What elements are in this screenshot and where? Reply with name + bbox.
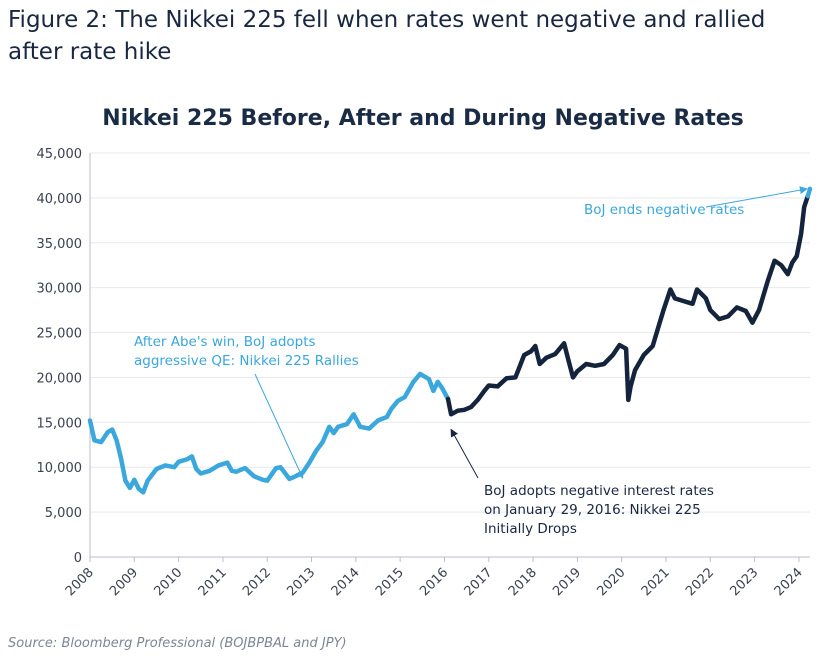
source-note: Source: Bloomberg Professional (BOJBPBAL…: [8, 636, 347, 651]
x-tick-label: 2014: [329, 565, 363, 599]
x-tick-label: 2023: [727, 565, 761, 599]
x-tick-label: 2008: [63, 565, 97, 599]
y-tick-label: 20,000: [37, 371, 83, 386]
annotation-arrow-abe: [254, 373, 304, 479]
annotation-text-end: BoJ ends negative rates: [584, 202, 744, 218]
x-tick-label: 2016: [417, 565, 451, 599]
figure-heading: Figure 2: The Nikkei 225 fell when rates…: [8, 7, 766, 65]
y-tick-label: 40,000: [37, 192, 83, 207]
annotations: After Abe's win, BoJ adopts aggressive QE…: [134, 186, 808, 537]
y-tick-label: 30,000: [37, 282, 83, 297]
y-tick-label: 5,000: [45, 506, 82, 521]
y-tick-label: 10,000: [37, 461, 83, 476]
x-tick-label: 2024: [772, 565, 806, 599]
y-tick-label: 45,000: [37, 147, 83, 162]
x-tick-label: 2010: [151, 565, 185, 599]
x-tick-label: 2015: [373, 565, 407, 599]
x-tick-label: 2012: [240, 565, 274, 599]
x-tick-label: 2017: [462, 565, 496, 599]
x-tick-label: 2021: [639, 565, 673, 599]
series: [87, 186, 813, 495]
x-tick-label: 2011: [196, 565, 230, 599]
x-tick-label: 2020: [595, 565, 629, 599]
y-tick-label: 0: [74, 551, 82, 566]
annotation-text-abe: After Abe's win, BoJ adopts: [134, 334, 316, 350]
annotation-text-abe: aggressive QE: Nikkei 225 Rallies: [134, 353, 359, 369]
x-tick-label: 2018: [506, 565, 540, 599]
chart-title: Nikkei 225 Before, After and During Nega…: [102, 106, 744, 131]
x-tick-label: 2009: [107, 565, 141, 599]
annotation-text-negative: on January 29, 2016: Nikkei 225: [484, 502, 701, 518]
annotation-text-negative: Initially Drops: [484, 521, 577, 537]
annotation-arrow-end: [705, 186, 808, 208]
annotation-arrow-negative: [450, 428, 479, 479]
y-tick-label: 15,000: [37, 416, 83, 431]
x-tick-label: 2022: [683, 565, 717, 599]
x-tick-label: 2019: [550, 565, 584, 599]
y-tick-label: 25,000: [37, 327, 83, 342]
x-tick-label: 2013: [284, 565, 318, 599]
grid-lines: [90, 152, 810, 558]
series-line-after-rate-hike: [805, 186, 813, 199]
series-line-negative-rates: [445, 193, 811, 417]
annotation-text-negative: BoJ adopts negative interest rates: [484, 483, 714, 499]
series-line-before-negative-rates: [87, 371, 451, 495]
y-tick-label: 35,000: [37, 237, 83, 252]
